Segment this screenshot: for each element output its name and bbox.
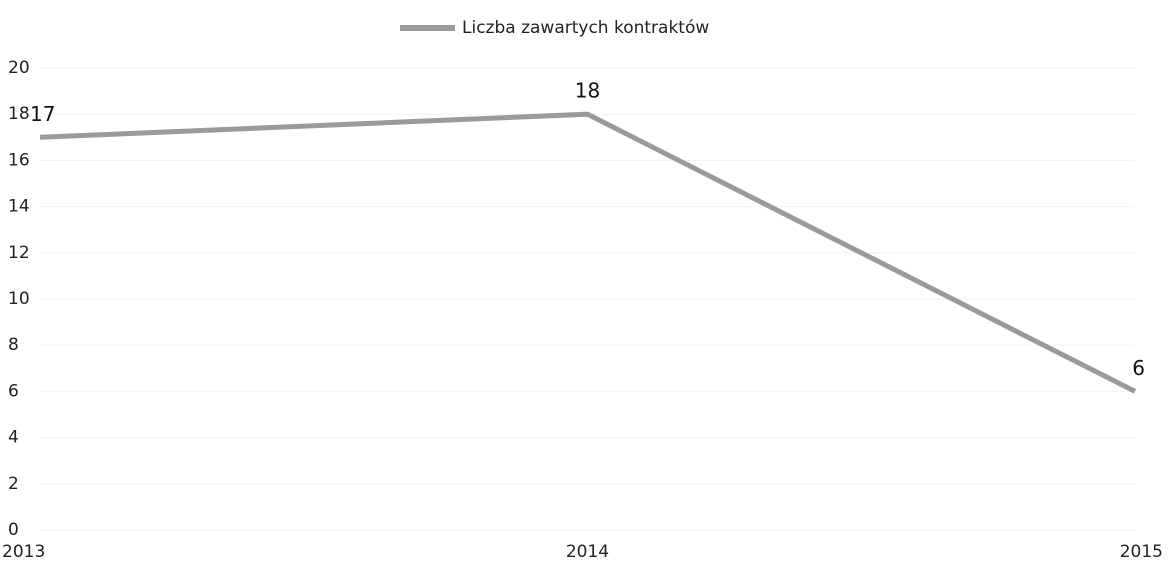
y-tick-label: 2 xyxy=(8,474,19,494)
data-label: 17 xyxy=(30,102,55,126)
y-tick-label: 16 xyxy=(8,150,30,170)
y-tick-label: 10 xyxy=(8,289,30,309)
y-tick-label: 20 xyxy=(8,58,30,78)
legend-label: Liczba zawartych kontraktów xyxy=(462,18,709,38)
y-tick-label: 0 xyxy=(8,520,19,540)
data-label: 18 xyxy=(575,79,600,103)
x-tick-label: 2014 xyxy=(566,542,609,562)
y-tick-label: 14 xyxy=(8,197,30,217)
y-tick-label: 4 xyxy=(8,428,19,448)
y-tick-label: 6 xyxy=(8,381,19,401)
y-tick-label: 18 xyxy=(8,104,30,124)
y-tick-label: 8 xyxy=(8,335,19,355)
data-label: 6 xyxy=(1132,356,1145,380)
x-tick-label: 2013 xyxy=(2,542,45,562)
y-tick-label: 12 xyxy=(8,243,30,263)
series-line xyxy=(39,111,1137,394)
x-tick-label: 2015 xyxy=(1120,542,1163,562)
